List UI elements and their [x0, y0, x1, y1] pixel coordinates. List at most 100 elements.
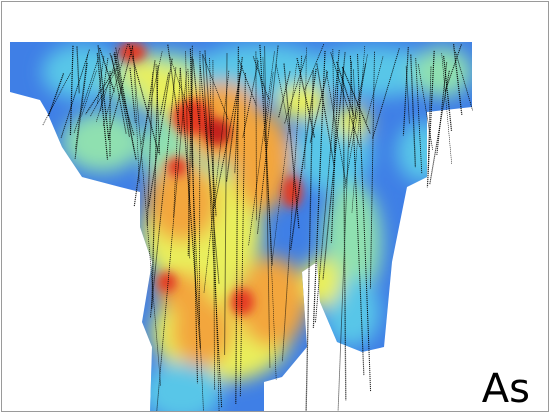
drillhole-trace [271, 63, 297, 262]
drillhole-trace [312, 50, 326, 328]
drillhole-trace [81, 70, 97, 117]
drillhole-trace [281, 55, 303, 362]
drillhole-trace [96, 56, 105, 104]
drillhole-trace [109, 53, 135, 136]
drillhole-trace [316, 63, 335, 166]
drillhole-trace [348, 63, 367, 148]
drillhole-trace [405, 66, 410, 124]
drillhole-trace [133, 55, 140, 183]
drillhole-trace [73, 57, 99, 134]
drillhole-trace [47, 73, 65, 117]
drillhole-trace [69, 45, 74, 136]
drillhole-trace [132, 45, 162, 387]
drillhole-trace [349, 55, 365, 376]
drillhole-trace [113, 53, 131, 138]
drillhole-trace [187, 68, 204, 411]
drillhole-trace [410, 54, 417, 168]
drillhole-trace [336, 61, 355, 116]
drillhole-trace [330, 52, 361, 148]
drillhole-trace [330, 69, 339, 243]
drillhole-trace [257, 45, 279, 234]
drillhole-trace [353, 69, 356, 119]
drillhole-trace [159, 72, 170, 115]
heat-zone [122, 57, 162, 87]
drillhole-trace [167, 44, 181, 135]
heat-zone [42, 44, 122, 100]
drillhole-trace [192, 59, 200, 125]
hot-spot [118, 42, 146, 62]
drillhole-trace [262, 57, 277, 380]
drillhole-trace [213, 65, 243, 209]
drillhole-trace [259, 44, 273, 266]
drillhole-trace [304, 47, 307, 169]
drillhole-trace [415, 58, 423, 174]
drillhole-trace [444, 44, 462, 93]
drillhole-trace [203, 70, 230, 293]
drillhole-trace [369, 51, 375, 289]
drillhole-trace [426, 50, 435, 188]
drillhole-trace [155, 64, 161, 155]
drillhole-trace [156, 71, 188, 411]
drillhole-trace [283, 63, 300, 229]
drillhole-trace [264, 46, 271, 368]
drillhole-trace [147, 58, 173, 208]
drillhole-trace [151, 65, 159, 309]
drillhole-trace [235, 46, 240, 404]
drillhole-trace [455, 51, 473, 111]
drillhole-trace [146, 72, 154, 227]
drillhole-traces [42, 43, 473, 411]
drillhole-trace [371, 48, 400, 139]
drillhole-trace [179, 68, 201, 349]
drillhole-trace [111, 55, 127, 134]
drillhole-trace [304, 44, 325, 91]
hot-spot [167, 157, 187, 177]
hot-spot [157, 272, 177, 292]
drillhole-trace [337, 61, 353, 411]
drillhole-trace [133, 60, 156, 207]
drillhole-trace [189, 48, 199, 384]
heat-zone [277, 84, 327, 120]
drillhole-trace [436, 62, 448, 156]
drillhole-trace [202, 54, 223, 408]
drillhole-trace [76, 46, 80, 94]
drillhole-trace [99, 47, 115, 93]
drillhole-trace [202, 54, 229, 121]
drillhole-trace [60, 49, 90, 139]
drillhole-trace [96, 53, 109, 160]
drillhole-trace [168, 54, 193, 120]
drillhole-trace [129, 67, 136, 123]
drillhole-trace [252, 56, 270, 100]
drillhole-trace [314, 49, 340, 324]
drillhole-trace [264, 72, 274, 141]
drillhole-trace [289, 68, 317, 250]
drillhole-trace [365, 56, 384, 124]
drillhole-trace [185, 51, 191, 259]
drillhole-trace [248, 51, 275, 247]
heat-zone [62, 112, 142, 172]
drillhole-trace [341, 66, 371, 134]
drillhole-trace [199, 50, 201, 326]
drillhole-trace [332, 49, 335, 154]
drillhole-trace [85, 68, 116, 115]
drillhole-trace [102, 43, 129, 127]
drillhole-trace [255, 51, 257, 221]
drillhole-trace [107, 45, 134, 138]
drillhole-trace [199, 65, 220, 284]
drillhole-trace [115, 47, 135, 151]
drillhole-trace [305, 70, 314, 411]
drillhole-trace [173, 67, 181, 218]
drillhole-trace [402, 47, 409, 136]
drillhole-trace [344, 54, 368, 189]
heat-zone [412, 47, 472, 97]
drillhole-trace [238, 60, 257, 106]
drillhole-trace [325, 70, 347, 184]
drillhole-trace [309, 71, 329, 143]
drillhole-trace [187, 57, 193, 256]
drillhole-trace [442, 56, 453, 131]
heat-zone [232, 112, 292, 212]
drillhole-trace [204, 50, 217, 217]
drillhole-trace [224, 53, 228, 355]
drillhole-trace [441, 53, 453, 165]
